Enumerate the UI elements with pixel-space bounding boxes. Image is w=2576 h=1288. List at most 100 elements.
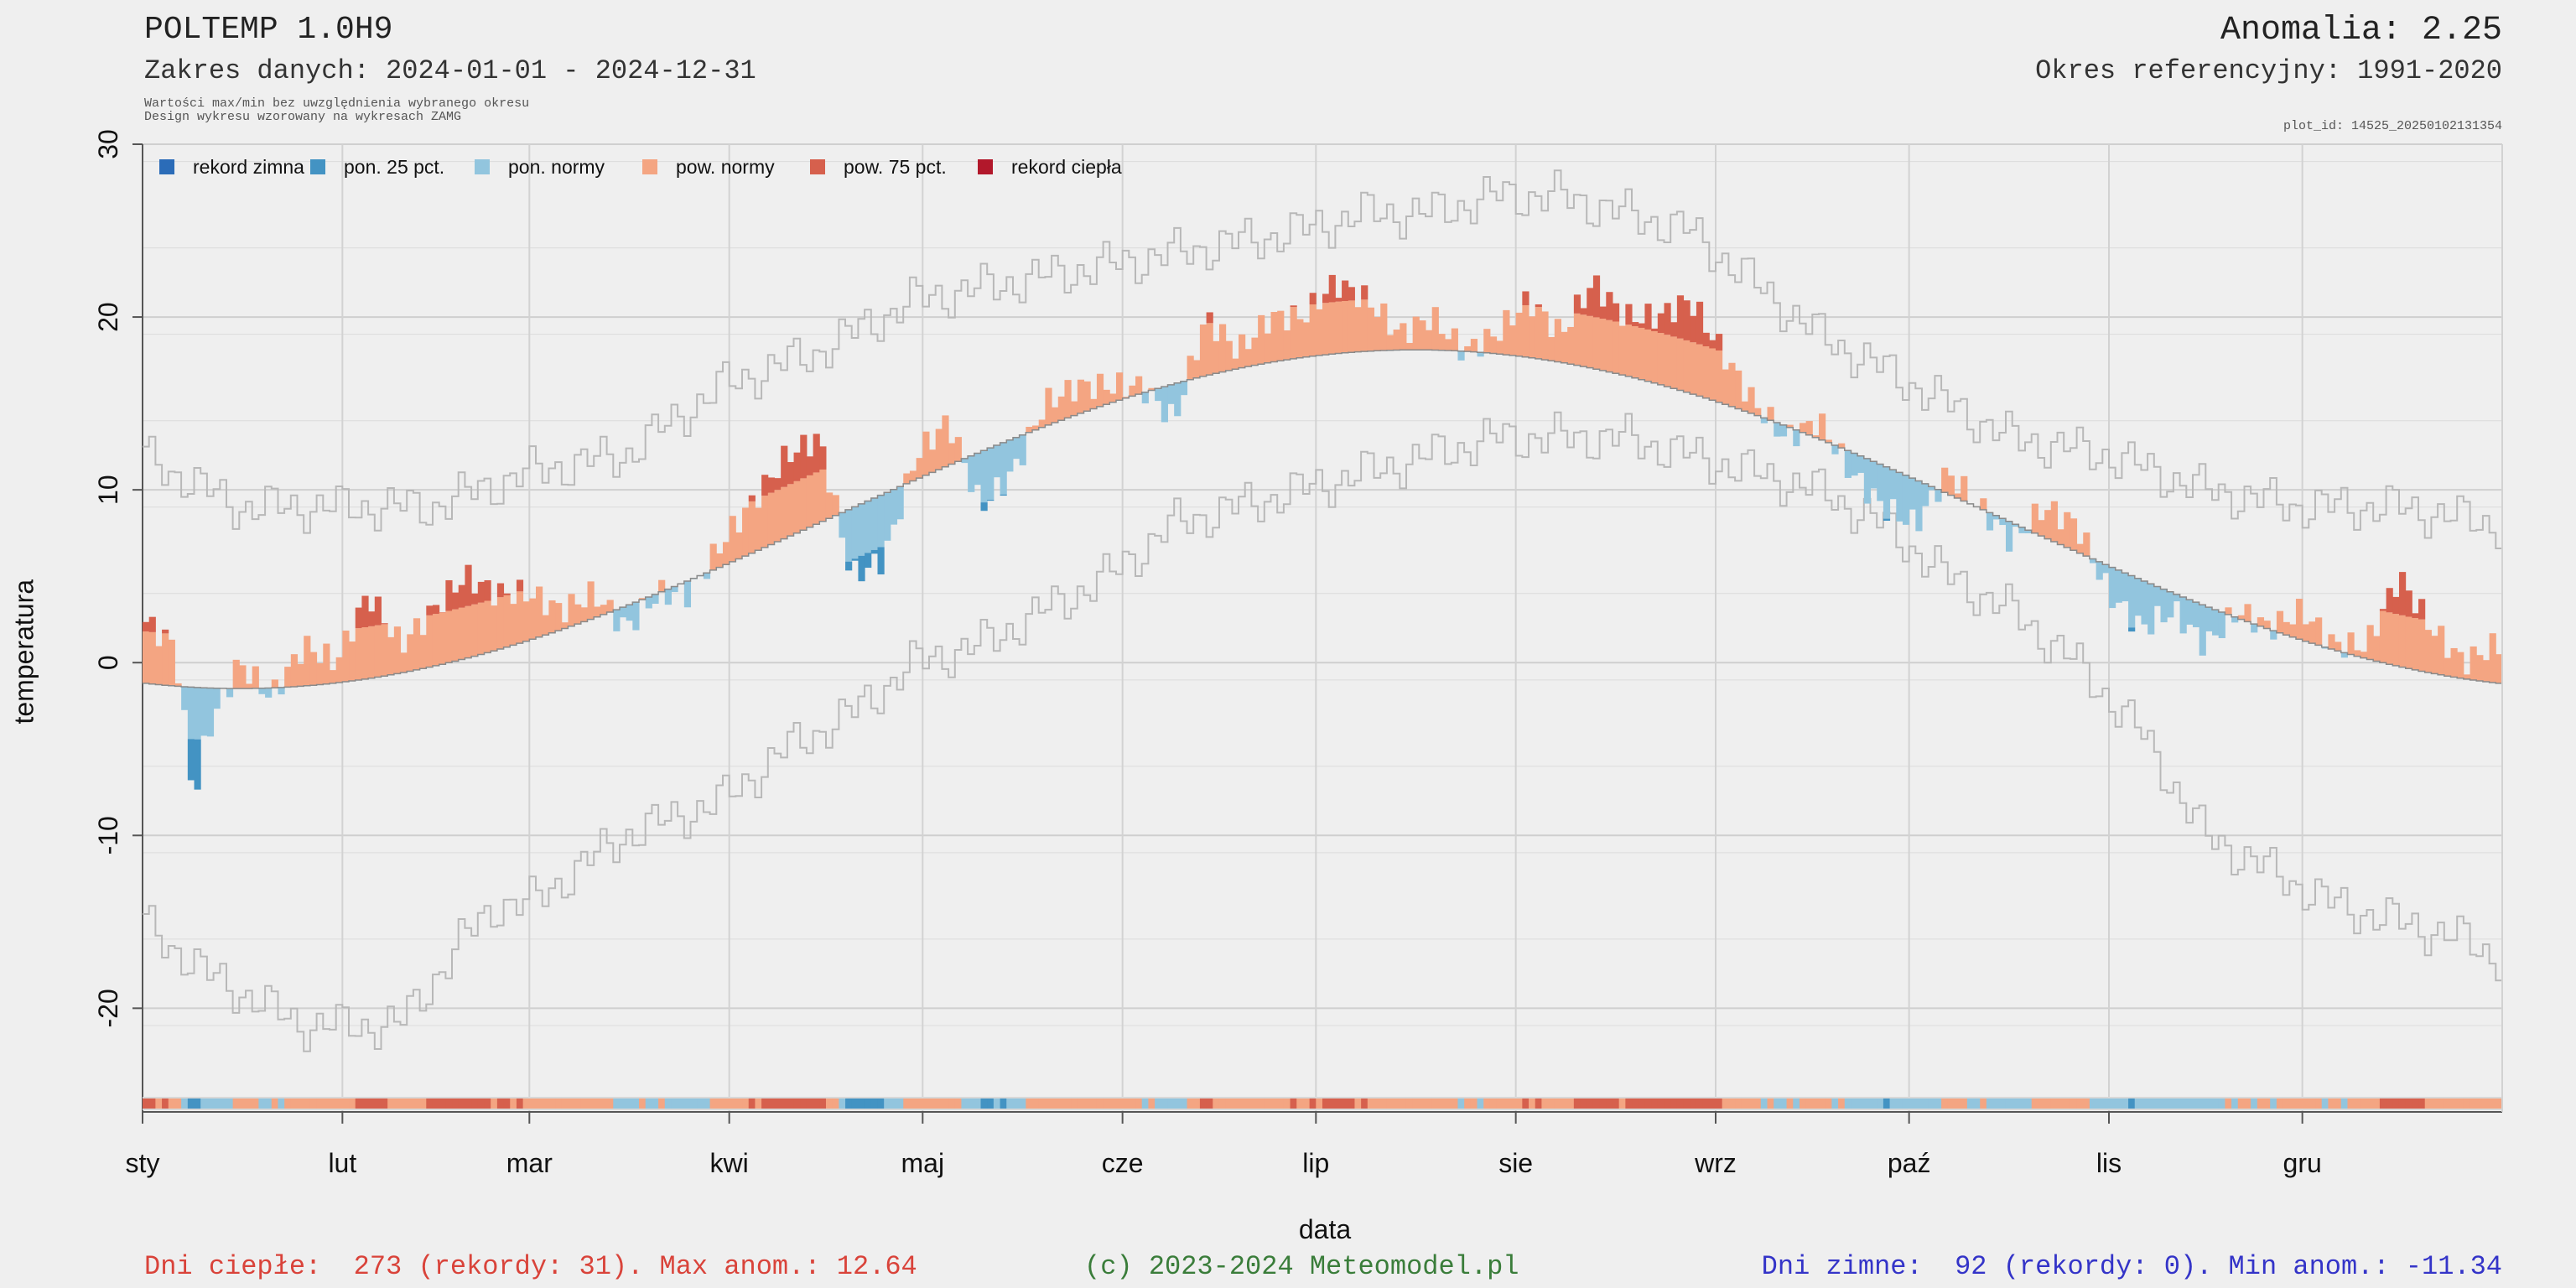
category-strip-day [1599, 1098, 1607, 1109]
category-strip-day [806, 1098, 814, 1109]
bar-segment-above-normal [909, 470, 917, 481]
category-strip-day [2212, 1098, 2220, 1109]
bar-segment-above-normal [600, 605, 608, 615]
bar-segment-below-normal [845, 509, 853, 562]
bar-segment-above-75pct [1599, 306, 1607, 319]
category-strip-day [690, 1098, 698, 1109]
category-strip-day [323, 1098, 330, 1109]
bar-segment-above-normal [2418, 619, 2426, 672]
bar-segment-above-normal [304, 636, 311, 686]
bar-segment-above-normal [290, 654, 299, 687]
bar-segment-above-75pct [2386, 588, 2393, 613]
bar-segment-above-75pct [800, 434, 808, 479]
warm-days-summary: Dni ciepłe: 273 (rekordy: 31). Max anom.… [144, 1251, 917, 1282]
bar-segment-above-normal [1038, 419, 1046, 428]
category-strip-day [413, 1098, 421, 1109]
legend-swatch-pon25 [310, 159, 325, 174]
bar-segment-below-normal [1180, 381, 1188, 396]
category-strip-day [729, 1098, 736, 1109]
category-strip-day [1218, 1098, 1227, 1109]
bar-segment-below-25pct [858, 555, 865, 582]
bar-segment-below-normal [613, 610, 621, 631]
bar-segment-below-normal [2012, 524, 2019, 527]
bar-segment-above-normal [1483, 329, 1491, 353]
category-strip-day [1206, 1098, 1213, 1109]
category-strip-day [1657, 1098, 1665, 1109]
bar-segment-above-normal [1690, 342, 1697, 395]
bar-segment-above-normal [2309, 621, 2316, 644]
category-strip-day [1793, 1098, 1800, 1109]
bar-segment-above-normal [1309, 304, 1317, 356]
bar-segment-above-normal [2237, 615, 2245, 620]
bar-segment-above-normal [2315, 617, 2323, 646]
bar-segment-above-normal [1052, 407, 1059, 423]
bar-segment-above-normal [1825, 439, 1832, 443]
bar-segment-above-normal [606, 600, 614, 613]
category-strip-day [626, 1098, 633, 1109]
bar-segment-above-75pct [374, 596, 382, 626]
category-strip-day [2424, 1098, 2432, 1109]
category-strip-day [1342, 1098, 1349, 1109]
bar-segment-above-75pct [1587, 288, 1594, 316]
category-strip-day [491, 1098, 498, 1109]
category-strip-day [948, 1098, 956, 1109]
bar-segment-above-normal [246, 683, 253, 689]
category-strip-day [1973, 1098, 1981, 1109]
bar-segment-below-normal [2192, 602, 2200, 628]
category-strip-day [1670, 1098, 1678, 1109]
bar-segment-above-normal [1748, 387, 1755, 413]
category-strip-day [2334, 1098, 2342, 1109]
bar-segment-below-normal [2167, 591, 2174, 618]
bar-segment-above-normal [1741, 401, 1748, 412]
legend-label-pon-normy: pon. normy [508, 156, 605, 178]
bar-segment-above-normal [1702, 346, 1710, 398]
bar-segment-above-normal [1405, 342, 1414, 351]
bar-segment-below-25pct [980, 502, 988, 512]
bar-segment-above-normal [1431, 307, 1439, 351]
bar-segment-above-normal [252, 666, 259, 688]
category-strip-day [2463, 1098, 2471, 1109]
bar-segment-above-normal [722, 542, 730, 565]
category-strip-day [683, 1098, 692, 1109]
category-strip-day [1328, 1098, 1336, 1109]
category-strip-day [1683, 1098, 1690, 1109]
category-strip-day [865, 1098, 872, 1109]
bar-segment-above-normal [355, 628, 362, 680]
category-strip-day [1302, 1098, 1311, 1109]
bar-segment-above-normal [1696, 344, 1704, 397]
x-tick-label: wrz [1694, 1148, 1737, 1178]
category-strip-day [845, 1098, 853, 1109]
category-strip-day [2057, 1098, 2064, 1109]
category-strip-day [148, 1098, 156, 1109]
bar-segment-above-normal [2283, 621, 2290, 636]
bar-segment-above-normal [2031, 503, 2038, 533]
bar-segment-above-normal [393, 626, 402, 674]
bar-segment-below-25pct [870, 549, 878, 554]
category-strip-day [1851, 1098, 1858, 1109]
bar-segment-above-normal [916, 458, 923, 479]
category-strip-day [503, 1098, 511, 1109]
bar-segment-above-75pct [1702, 332, 1710, 347]
category-strip-day [645, 1098, 652, 1109]
bar-segment-above-normal [1412, 316, 1420, 351]
category-strip-day [2064, 1098, 2071, 1109]
bar-segment-above-75pct [806, 456, 814, 475]
bar-segment-above-normal [800, 478, 808, 531]
bar-segment-below-normal [839, 512, 846, 538]
bar-segment-above-normal [1244, 349, 1252, 367]
category-strip-day [2134, 1098, 2142, 1109]
bar-segment-above-normal [1083, 381, 1091, 412]
bar-segment-below-normal [1896, 472, 1903, 522]
category-strip-day [703, 1098, 711, 1109]
bar-segment-below-normal [2096, 561, 2103, 580]
bar-segment-below-normal [1141, 392, 1149, 404]
category-strip-day [858, 1098, 865, 1109]
bar-segment-above-75pct [2392, 596, 2400, 615]
bar-segment-above-normal [755, 507, 762, 551]
bar-segment-above-75pct [1335, 298, 1343, 302]
category-strip-day [980, 1098, 988, 1109]
bar-segment-above-normal [413, 618, 421, 670]
bar-segment-above-normal [1786, 424, 1794, 428]
bar-segment-above-normal [1819, 413, 1826, 440]
category-strip-day [2379, 1098, 2387, 1109]
